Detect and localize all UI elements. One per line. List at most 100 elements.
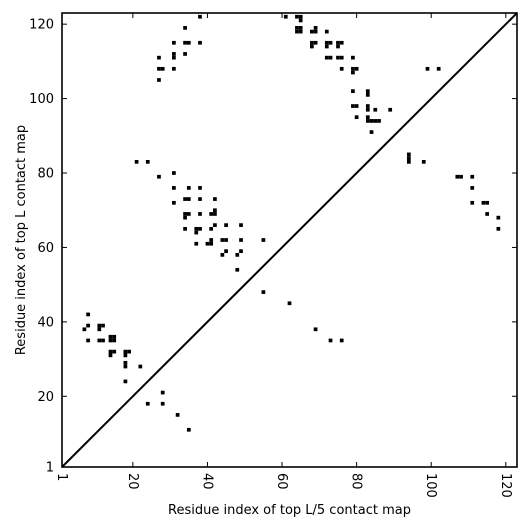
contact-point-lower: [209, 241, 214, 246]
contact-point-upper: [336, 55, 340, 60]
contact-point-upper: [339, 55, 344, 60]
contact-point-upper: [183, 52, 187, 56]
contact-point-lower: [172, 171, 176, 175]
contact-point-upper: [198, 40, 202, 45]
contact-point-lower: [138, 364, 143, 369]
contact-points: [82, 14, 501, 432]
contact-point-upper: [324, 29, 329, 34]
contact-point-lower: [160, 390, 165, 395]
x-tick-label: 1: [54, 473, 69, 481]
contact-point-lower: [406, 159, 411, 164]
contact-point-lower: [485, 212, 490, 216]
y-tick-label: 60: [37, 241, 54, 256]
contact-point-lower: [86, 323, 90, 328]
contact-point-upper: [365, 119, 370, 123]
contact-point-lower: [205, 241, 210, 246]
contact-point-upper: [328, 40, 333, 45]
contact-point-lower: [108, 334, 113, 339]
contact-point-upper: [186, 40, 191, 45]
contact-point-upper: [351, 70, 355, 75]
x-tick-label: 80: [349, 473, 364, 490]
contact-point-upper: [339, 40, 344, 45]
contact-point-upper: [310, 29, 314, 34]
contact-point-lower: [287, 301, 292, 306]
contact-point-lower: [421, 159, 426, 164]
contact-point-lower: [198, 197, 202, 201]
contact-point-upper: [328, 55, 333, 60]
contact-point-lower: [470, 186, 475, 190]
contact-point-upper: [298, 18, 303, 23]
contact-point-lower: [86, 338, 90, 343]
contact-point-lower: [134, 159, 139, 164]
contact-point-lower: [209, 238, 214, 242]
contact-point-upper: [295, 14, 299, 19]
contact-point-lower: [328, 338, 333, 343]
y-tick-label: 120: [29, 18, 54, 33]
contact-point-upper: [365, 107, 370, 112]
contact-point-lower: [97, 327, 102, 332]
contact-point-lower: [108, 349, 113, 354]
contact-point-upper: [369, 119, 374, 123]
contact-point-upper: [183, 26, 187, 30]
contact-point-lower: [470, 200, 475, 205]
contact-point-lower: [123, 349, 128, 354]
contact-point-lower: [123, 353, 128, 358]
contact-point-upper: [298, 29, 303, 34]
contact-point-upper: [298, 14, 303, 19]
contact-point-lower: [209, 212, 214, 216]
contact-point-upper: [157, 66, 161, 71]
contact-point-upper: [425, 66, 430, 71]
contact-point-lower: [496, 215, 501, 220]
diagonal-line: [61, 12, 518, 468]
contact-point-lower: [186, 212, 191, 216]
contact-point-upper: [172, 55, 176, 60]
contact-point-upper: [369, 130, 374, 134]
contact-point-lower: [485, 200, 490, 205]
contact-point-upper: [172, 52, 176, 56]
y-axis-label: Residue index of top L contact map: [14, 125, 29, 355]
contact-point-upper: [295, 26, 299, 30]
contact-point-lower: [186, 186, 191, 190]
contact-point-upper: [351, 66, 355, 71]
contact-point-lower: [198, 226, 202, 231]
y-tick-label: 40: [37, 315, 54, 330]
contact-point-lower: [123, 364, 128, 369]
contact-point-upper: [157, 55, 161, 60]
contact-point-lower: [194, 230, 199, 235]
contact-point-lower: [406, 152, 411, 157]
contact-point-lower: [82, 327, 87, 332]
contact-point-upper: [351, 55, 355, 60]
x-tick-label: 20: [125, 473, 140, 490]
contact-point-upper: [313, 29, 318, 34]
contact-point-lower: [160, 401, 165, 406]
contact-point-lower: [123, 379, 128, 384]
x-tick-label: 40: [199, 473, 214, 490]
contact-point-lower: [175, 413, 180, 417]
contact-point-lower: [198, 212, 202, 216]
contact-point-upper: [313, 26, 318, 30]
contact-point-lower: [108, 338, 113, 343]
contact-point-upper: [336, 40, 340, 45]
contact-point-lower: [123, 360, 128, 365]
contact-point-upper: [354, 66, 359, 71]
contact-point-lower: [239, 223, 243, 227]
contact-point-lower: [183, 226, 187, 231]
contact-point-lower: [183, 212, 187, 216]
y-tick-label: 1: [46, 461, 54, 476]
contact-point-upper: [373, 107, 378, 112]
contact-point-upper: [295, 29, 299, 34]
diagonal-line-segment: [61, 12, 518, 468]
contact-point-upper: [172, 66, 176, 71]
contact-point-lower: [481, 200, 486, 205]
x-tick-label: 60: [274, 473, 289, 490]
contact-point-lower: [339, 338, 344, 343]
contact-point-upper: [313, 40, 318, 45]
contact-point-lower: [459, 174, 463, 179]
contact-point-upper: [157, 78, 161, 82]
contact-point-lower: [235, 253, 240, 257]
contact-point-lower: [194, 241, 199, 246]
contact-point-upper: [324, 55, 329, 60]
contact-point-upper: [298, 26, 303, 30]
